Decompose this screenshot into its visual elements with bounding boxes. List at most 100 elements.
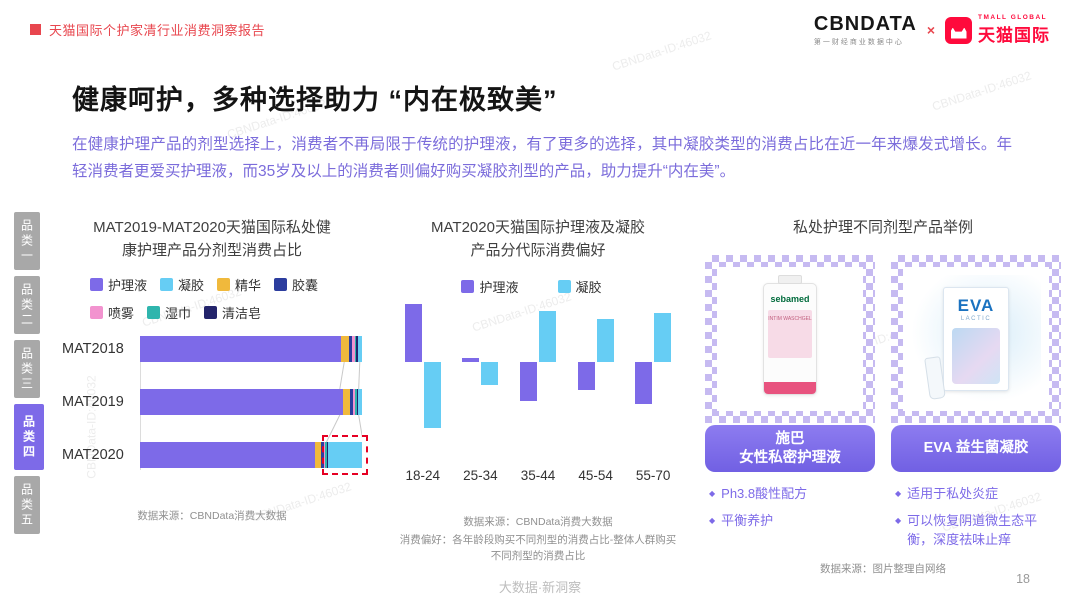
legend-item: 胶囊 xyxy=(274,275,318,294)
legend-label: 精华 xyxy=(235,277,262,293)
bar-segment xyxy=(358,388,362,415)
legend-swatch xyxy=(90,277,103,291)
legend-label: 凝胶 xyxy=(575,279,602,295)
product-bullet-text: 可以恢复阴道微生态平衡，深度祛味止痒 xyxy=(907,512,1038,548)
chart2-source: 数据来源：CBNData消费大数据 xyxy=(463,515,613,528)
bar-segment xyxy=(343,388,350,415)
legend-swatch xyxy=(461,279,475,293)
bar-segment xyxy=(352,335,355,362)
legend-label: 护理液 xyxy=(479,279,519,295)
tmall-cat-icon xyxy=(945,16,972,44)
logo-separator: × xyxy=(926,22,935,38)
sebamed-label: INTIM WASCHGEL xyxy=(768,310,812,359)
chart2-bar xyxy=(423,361,441,429)
chart1-title: MAT2019-MAT2020天猫国际私处健康护理产品分剂型消费占比 xyxy=(93,219,331,260)
sidebar-tab-2[interactable]: 品类二 xyxy=(14,276,40,334)
diamond-bullet-icon: ◆ xyxy=(895,489,902,499)
chart2-bar xyxy=(654,312,672,362)
chart2-x-label: 35-44 xyxy=(520,467,556,483)
bar-segment xyxy=(327,441,362,468)
legend-item: 精华 xyxy=(217,275,261,294)
chart1-source: 数据来源：CBNData消费大数据 xyxy=(137,509,287,522)
bar-segment xyxy=(356,335,359,362)
watermark-text: CBNData-ID:46032 xyxy=(930,68,1034,114)
intro-paragraph: 在健康护理产品的剂型选择上，消费者不再局限于传统的护理液，有了更多的选择，其中凝… xyxy=(72,136,1012,180)
legend-item: 护理液 xyxy=(461,277,519,296)
products-source: 数据来源：图片整理自网络 xyxy=(820,562,946,575)
legend-swatch xyxy=(160,277,174,291)
cbndata-logo: CBNDATA 第一财经商业数据中心 xyxy=(814,13,917,47)
chart1-category-label: MAT2020 xyxy=(62,446,124,463)
legend-label: 凝胶 xyxy=(178,277,205,293)
eva-brand-text: EVA xyxy=(957,296,995,316)
bar-segment xyxy=(140,388,344,415)
legend-swatch xyxy=(90,305,103,319)
chart2-group-45-54: 45-54 xyxy=(567,300,625,483)
chart2-note: 消费偏好：各年龄段购买不同剂型的消费占比-整体人群购买不同剂型的消费占比 xyxy=(399,533,677,562)
sebamed-brand-text: sebamed xyxy=(770,294,810,305)
product-name-line1: EVA 益生菌凝胶 xyxy=(923,440,1029,457)
legend-swatch xyxy=(217,277,231,291)
chart2-group-55-70: 55-70 xyxy=(624,300,682,483)
legend-label: 护理液 xyxy=(108,277,148,293)
chart2-bar xyxy=(635,361,653,404)
bar-segment xyxy=(340,335,349,362)
chart1-section: MAT2019-MAT2020天猫国际私处健康护理产品分剂型消费占比 护理液 凝胶… xyxy=(62,216,368,523)
tmall-logo-en: TMALL GLOBAL xyxy=(978,14,1048,21)
legend-label: 清洁皂 xyxy=(222,305,262,321)
report-header: 天猫国际个护家清行业消费洞察报告 xyxy=(30,20,265,39)
chart2-title: MAT2020天猫国际护理液及凝胶产品分代际消费偏好 xyxy=(431,219,645,260)
page-number: 18 xyxy=(1016,572,1030,586)
chart1-category-label: MAT2019 xyxy=(62,393,124,410)
product-feature-list: ◆ 适用于私处炎症 ◆ 可以恢复阴道微生态平衡，深度祛味止痒 xyxy=(891,484,1061,550)
legend-swatch xyxy=(204,305,218,319)
chart1-bar xyxy=(140,388,362,415)
tmall-global-logo: TMALL GLOBAL 天猫国际 xyxy=(945,14,1050,46)
chart2-section: MAT2020天猫国际护理液及凝胶产品分代际消费偏好 护理液 凝胶 18-24 25… xyxy=(390,216,686,564)
product-bullet: ◆ 平衡养护 xyxy=(707,511,873,531)
eva-box-art xyxy=(952,328,1000,385)
products-title: 私处护理不同剂型产品举例 xyxy=(792,219,973,236)
chart2-x-label: 18-24 xyxy=(405,467,441,483)
sebamed-product-image: sebamed INTIM WASCHGEL xyxy=(717,267,863,412)
product-bullet: ◆ Ph3.8酸性配方 xyxy=(707,484,873,504)
checker-pattern: sebamed INTIM WASCHGEL xyxy=(705,255,875,424)
chart2-bar xyxy=(577,361,595,391)
product-name-line2: 女性私密护理液 xyxy=(739,449,841,466)
chart2-plot: 18-24 25-34 35-44 45-54 55-70 xyxy=(390,300,686,483)
sidebar-tab-3[interactable]: 品类三 xyxy=(14,340,40,398)
product-card-eva: EVA LACTIC EVA 益生菌凝胶 ◆ 适用于私处炎症 ◆ 可以恢复阴道微生态平… xyxy=(891,255,1061,557)
legend-item: 护理液 xyxy=(90,275,147,294)
checker-pattern: EVA LACTIC xyxy=(891,255,1061,424)
chart2-bar xyxy=(481,361,499,385)
legend-swatch xyxy=(274,277,288,291)
sidebar-tab-4[interactable]: 品类四 xyxy=(14,404,44,470)
chart2-group-18-24: 18-24 xyxy=(394,300,452,483)
eva-box: EVA LACTIC xyxy=(943,287,1009,392)
sidebar-tab-5[interactable]: 品类五 xyxy=(14,476,40,534)
logo-area: CBNDATA 第一财经商业数据中心 × TMALL GLOBAL 天猫国际 xyxy=(814,13,1050,47)
bar-segment xyxy=(358,335,362,362)
sidebar-tab-1[interactable]: 品类一 xyxy=(14,212,40,270)
chart2-bar xyxy=(462,357,480,362)
legend-label: 胶囊 xyxy=(292,277,319,293)
chart2-x-label: 45-54 xyxy=(578,467,613,483)
legend-item: 凝胶 xyxy=(160,275,204,294)
product-name-line1: 施巴 xyxy=(775,430,805,447)
chart1-bar xyxy=(140,335,362,362)
category-tab-list: 品类一品类二品类三品类四品类五 xyxy=(14,212,44,534)
tmall-logo-text: TMALL GLOBAL 天猫国际 xyxy=(978,14,1050,46)
sebamed-bottle: sebamed INTIM WASCHGEL xyxy=(763,275,817,396)
cbndata-logo-text: CBNDATA xyxy=(813,13,917,35)
bar-segment xyxy=(140,335,341,362)
chart1-rows: MAT2018 MAT2019 MAT2020 xyxy=(62,335,368,475)
chart1-legend: 护理液 凝胶 精华 胶囊 喷雾 湿巾 清洁皂 xyxy=(62,275,362,324)
bar-segment xyxy=(356,388,359,415)
chart2-legend: 护理液 凝胶 xyxy=(390,277,686,296)
chart1-row-MAT2020: MAT2020 xyxy=(62,434,368,475)
product-cards: sebamed INTIM WASCHGEL 施巴 女性私密护理液 ◆ Ph3.8… xyxy=(702,255,1064,557)
bottle-cap xyxy=(778,275,802,285)
product-bullet-text: 平衡养护 xyxy=(721,512,774,528)
legend-item: 凝胶 xyxy=(557,277,602,296)
chart2-group-35-44: 35-44 xyxy=(509,300,567,483)
